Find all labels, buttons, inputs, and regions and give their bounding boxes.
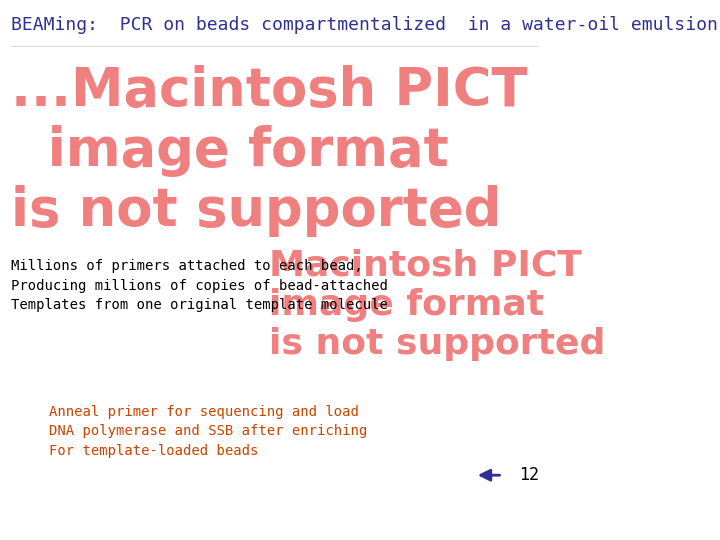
Text: ...Macintosh PICT
  image format
is not supported: ...Macintosh PICT image format is not su…: [11, 65, 528, 237]
Text: Anneal primer for sequencing and load
DNA polymerase and SSB after enriching
For: Anneal primer for sequencing and load DN…: [50, 405, 368, 458]
FancyArrowPatch shape: [481, 470, 500, 480]
Text: Millions of primers attached to each bead,
Producing millions of copies of bead-: Millions of primers attached to each bea…: [11, 259, 388, 312]
Text: BEAMing:  PCR on beads compartmentalized  in a water-oil emulsion.: BEAMing: PCR on beads compartmentalized …: [11, 16, 720, 34]
Text: Macintosh PICT
image format
is not supported: Macintosh PICT image format is not suppo…: [269, 248, 606, 361]
Text: 12: 12: [519, 466, 539, 484]
